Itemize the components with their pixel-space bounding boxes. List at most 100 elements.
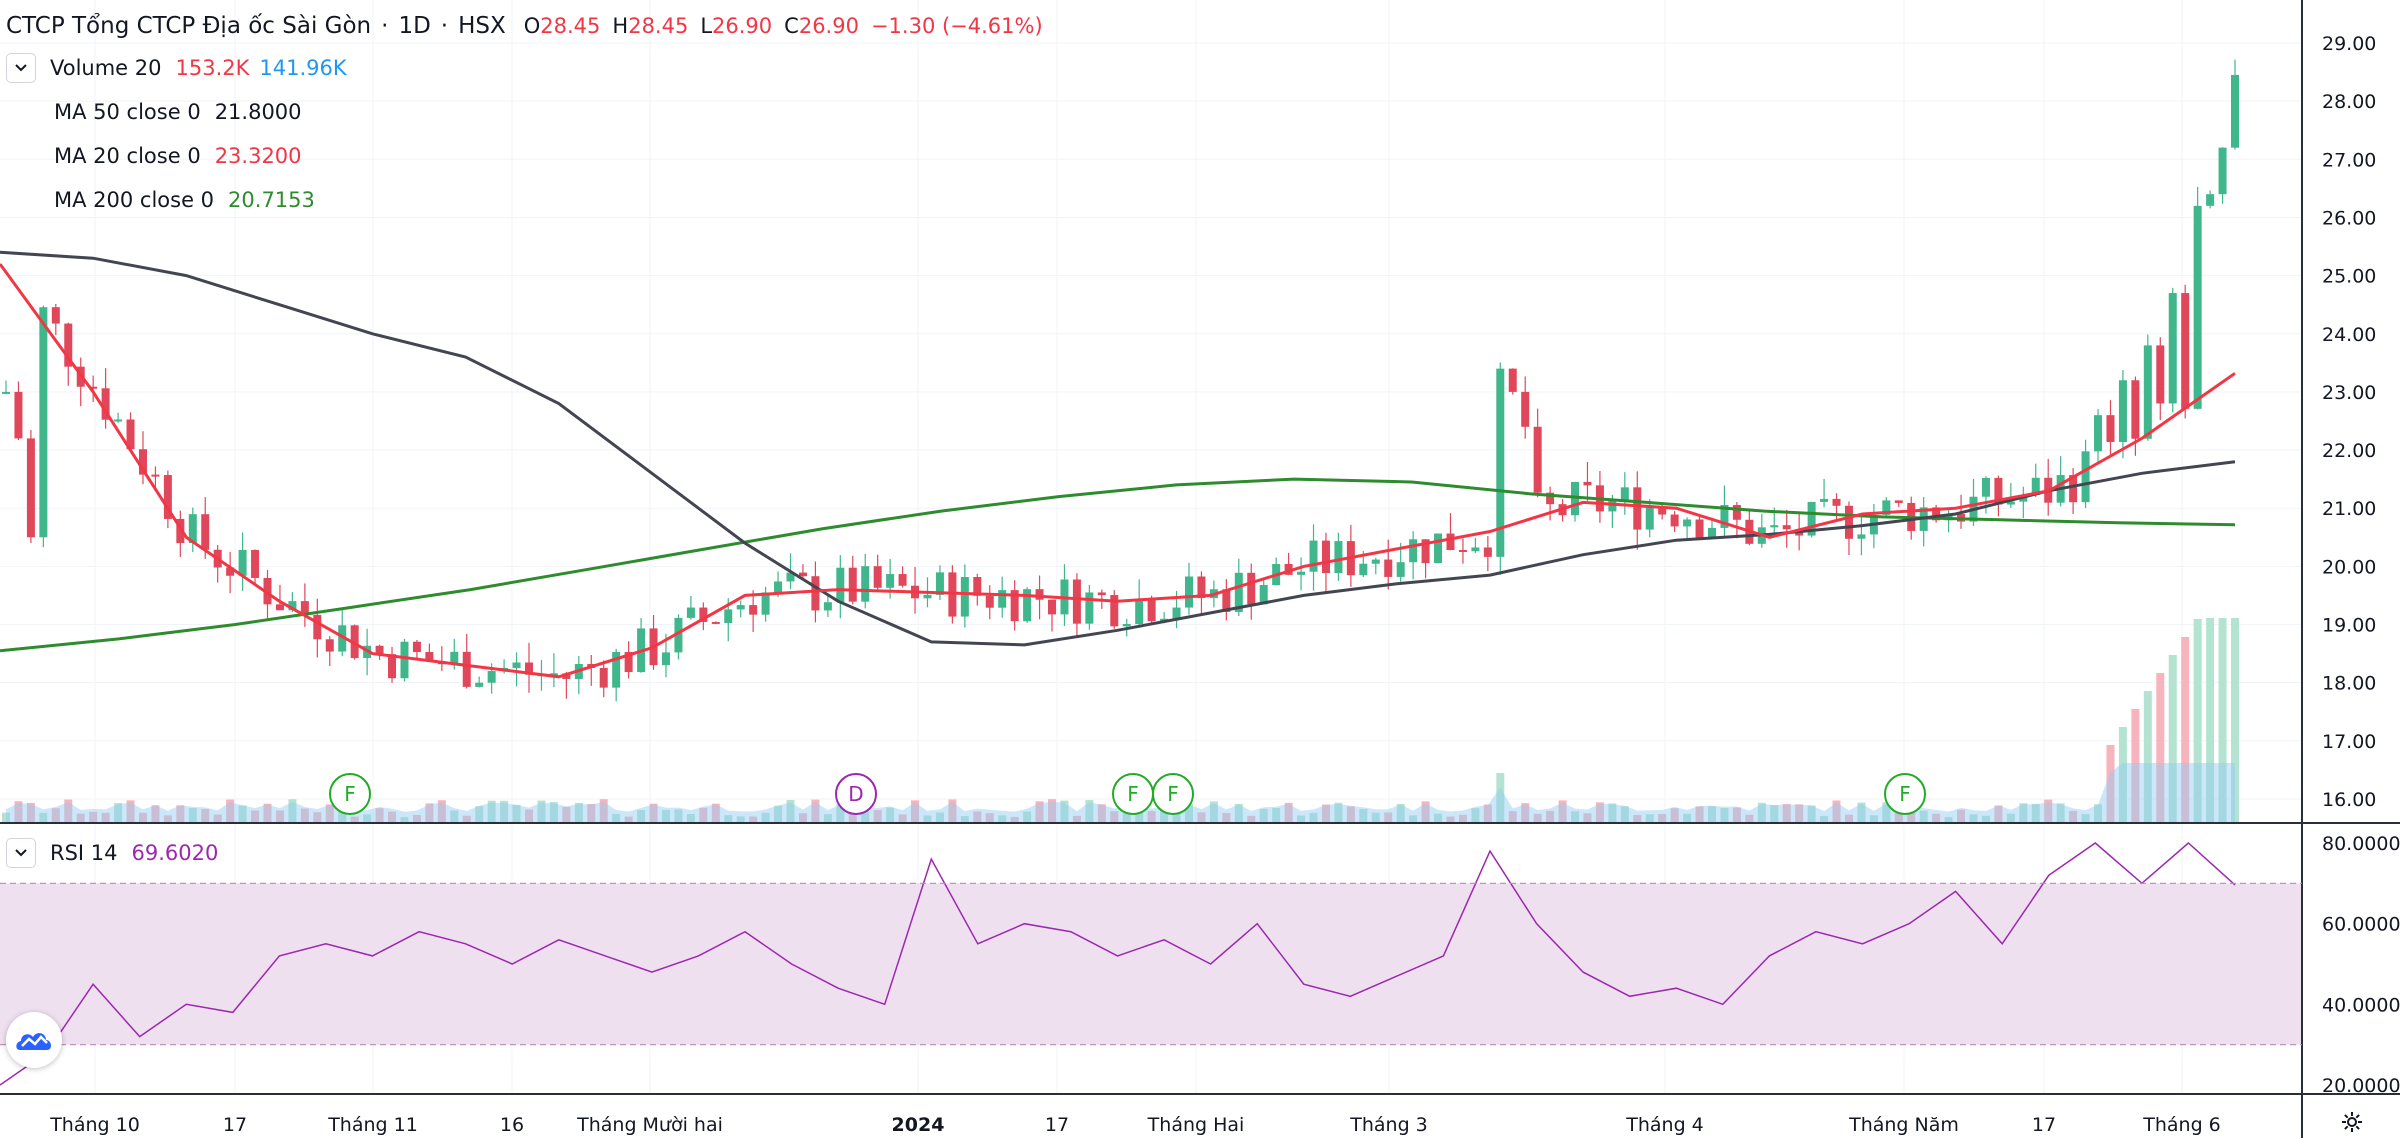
candle-body [1658, 508, 1667, 515]
volume-bar [574, 802, 583, 823]
volume-bar [2143, 691, 2152, 823]
low-value: 26.90 [712, 14, 773, 38]
volume-bar [998, 815, 1007, 823]
time-axis[interactable]: Tháng 10 17 Tháng 11 16 Tháng Mười hai 2024 17… [49, 1114, 2221, 1136]
volume-bar [1446, 816, 1455, 823]
candle-body [1247, 572, 1256, 605]
interval-label[interactable]: 1D [398, 13, 431, 39]
candle-body [960, 577, 969, 617]
candle-body [1359, 563, 1368, 576]
candle-body [1732, 505, 1741, 520]
volume-bar [549, 802, 558, 823]
svg-text:F: F [1899, 782, 1911, 806]
collapse-rsi-button[interactable] [6, 838, 36, 868]
close-value: 26.90 [798, 14, 859, 38]
split-marker[interactable]: D [835, 773, 877, 815]
candle-body [1172, 607, 1181, 619]
volume-bar [1695, 806, 1704, 823]
volume-bar [1259, 808, 1268, 823]
candle-body [985, 595, 994, 608]
candle-body [313, 614, 322, 640]
candle-body [736, 605, 745, 610]
candle-body [1097, 592, 1106, 596]
volume-bar [475, 806, 484, 823]
price-tick: 25.00 [2322, 266, 2376, 288]
dividend-marker[interactable]: F [329, 773, 371, 815]
candle-body [1844, 505, 1853, 539]
candle-body [1620, 487, 1629, 501]
volume-bar [1546, 810, 1555, 823]
svg-text:F: F [1167, 782, 1179, 806]
candle-body [1409, 539, 1418, 563]
ma200-label[interactable]: MA 200 close 0 [54, 188, 215, 212]
volume-bar [1197, 812, 1206, 823]
settings-gear-icon[interactable] [2340, 1110, 2364, 1134]
rsi-tick: 80.0000 [2322, 833, 2400, 855]
volume-bar [2118, 727, 2127, 823]
candle-body [1334, 541, 1343, 574]
candle-body [1720, 505, 1729, 528]
candle-body [238, 549, 247, 576]
header-separator: · [381, 13, 389, 39]
volume-bar [1035, 801, 1044, 823]
volume-bar [14, 801, 23, 823]
dividend-marker[interactable]: F [1884, 773, 1926, 815]
volume-bar [1434, 813, 1443, 823]
volume-bar [637, 809, 646, 823]
price-axis[interactable]: 29.00 28.00 27.00 26.00 25.00 24.00 23.00 22.00… [2322, 33, 2376, 811]
candle-body [1508, 368, 1517, 392]
rsi-label[interactable]: RSI 14 [50, 841, 118, 865]
volume-bar [836, 804, 845, 823]
candle-body [1695, 519, 1704, 538]
volume-bar [1346, 806, 1355, 823]
chevron-down-icon [15, 849, 27, 857]
dividend-marker[interactable]: F [1152, 773, 1194, 815]
candle-body [2168, 293, 2177, 404]
volume-bar [2156, 673, 2165, 823]
symbol-name[interactable]: CTCP Tổng CTCP Địa ốc Sài Gòn [6, 13, 372, 39]
time-tick: 2024 [892, 1114, 945, 1136]
candle-body [724, 609, 733, 624]
volume-bar [2069, 810, 2078, 823]
candle-body [1857, 534, 1866, 539]
rsi-axis[interactable]: 80.0000 60.0000 40.0000 20.0000 [2322, 833, 2400, 1097]
open-value: 28.45 [540, 14, 601, 38]
candle-body [848, 567, 857, 602]
candle-body [811, 576, 820, 611]
collapse-legend-button[interactable] [6, 53, 36, 83]
volume-bar [1334, 802, 1343, 823]
volume-bar [1533, 813, 1542, 823]
candle-body [624, 651, 633, 673]
candle-body [263, 578, 272, 605]
volume-bar [2193, 619, 2202, 823]
volume-bar [1820, 815, 1829, 823]
tradingview-logo[interactable] [6, 1012, 62, 1068]
candle-body [1583, 481, 1592, 486]
price-tick: 21.00 [2322, 498, 2376, 520]
candle-body [26, 438, 35, 538]
volume-label[interactable]: Volume 20 [50, 56, 162, 80]
candle-body [375, 645, 384, 655]
candle-body [2094, 415, 2103, 452]
candle-body [699, 607, 708, 622]
volume-bar [2031, 803, 2040, 823]
ma20-label[interactable]: MA 20 close 0 [54, 144, 201, 168]
volume-bar [960, 816, 969, 823]
candle-body [2081, 451, 2090, 503]
ma50-label[interactable]: MA 50 close 0 [54, 100, 201, 124]
volume-bar [823, 814, 832, 823]
candle-body [2, 391, 10, 394]
volume-bar [1608, 803, 1617, 823]
volume-bar [786, 799, 795, 823]
volume-bar [201, 809, 210, 823]
candle-body [2218, 147, 2227, 195]
candle-body [1496, 368, 1505, 557]
volume-bar [101, 812, 110, 823]
volume-bar [1707, 806, 1716, 823]
candle-body [138, 449, 147, 475]
dividend-marker[interactable]: F [1112, 773, 1154, 815]
volume-bar [1085, 799, 1094, 823]
volume-bar [1234, 803, 1243, 823]
volume-bar [624, 816, 633, 823]
